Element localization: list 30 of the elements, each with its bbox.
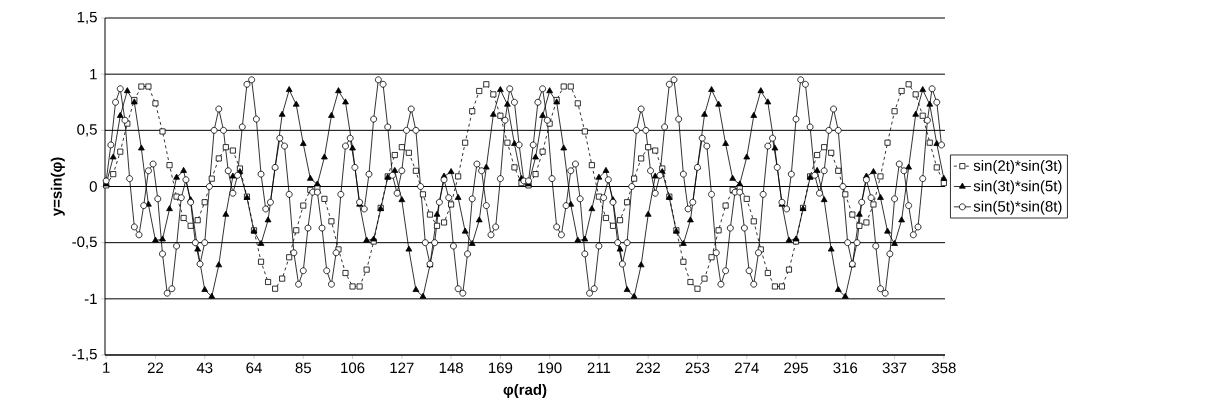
y-tick-label: 1 <box>90 69 97 80</box>
x-tick-label: 22 <box>147 362 164 373</box>
y-tick-label: -1 <box>84 293 97 304</box>
x-tick-label: 337 <box>882 362 907 374</box>
legend-label: sin(5t)*sin(8t) <box>973 200 1062 215</box>
legend-label: sin(3t)*sin(5t) <box>973 180 1062 195</box>
y-tick-label: 0 <box>89 181 97 192</box>
x-tick-label: 64 <box>246 362 262 374</box>
x-tick-label: 274 <box>734 362 759 373</box>
x-tick-label: 127 <box>390 362 414 373</box>
y-tick-label: -1,5 <box>72 348 97 362</box>
x-tick-label: 190 <box>538 362 562 374</box>
x-tick-label: 85 <box>295 362 311 374</box>
y-tick-label: 0,5 <box>77 124 97 137</box>
x-tick-label: 148 <box>439 362 463 374</box>
x-tick-label: 106 <box>341 362 365 374</box>
x-tick-label: 232 <box>636 362 660 374</box>
x-tick-label: 295 <box>784 362 808 374</box>
x-axis-title: φ(rad) <box>503 383 547 398</box>
x-tick-label: 43 <box>196 362 213 374</box>
y-axis-title: y=sin(φ) <box>50 157 65 217</box>
x-tick-label: 169 <box>489 362 513 374</box>
y-tick-label: -0,5 <box>72 236 97 249</box>
x-tick-label: 358 <box>931 362 956 374</box>
x-tick-label: 1 <box>103 362 110 373</box>
y-tick-label: 1,5 <box>77 11 97 25</box>
x-tick-label: 253 <box>685 362 710 374</box>
legend-label: sin(2t)*sin(3t) <box>973 159 1062 174</box>
x-tick-label: 316 <box>833 362 858 374</box>
x-tick-label: 211 <box>587 362 611 373</box>
